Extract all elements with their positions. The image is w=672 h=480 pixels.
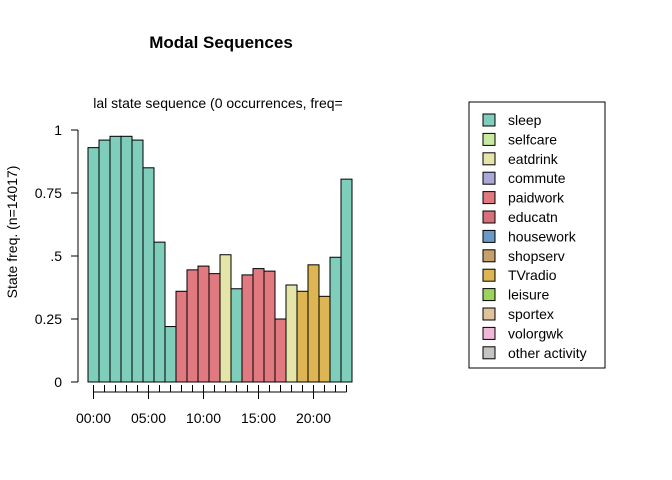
bar-8 (175, 290, 188, 383)
legend-label-10: sportex (508, 306, 554, 322)
bar-14 (241, 274, 254, 383)
legend-label-3: commute (508, 170, 566, 186)
legend-label-7: shopserv (508, 248, 565, 264)
bar-19 (296, 290, 309, 383)
bar-5 (142, 167, 155, 383)
legend-label-5: educatn (508, 209, 558, 225)
bar-7 (164, 326, 177, 383)
y-tick-label-2: .5 (50, 248, 62, 264)
bar-6 (153, 241, 166, 383)
x-tick-label-3: 15:00 (241, 410, 276, 426)
legend: sleep selfcare eatdrink commute paidwork educ… (468, 101, 606, 369)
x-tick-label-4: 20:00 (296, 410, 331, 426)
bar-9 (186, 269, 199, 383)
x-tick-label-0: 00:00 (76, 410, 111, 426)
bar-4 (131, 139, 144, 383)
bar-20 (307, 264, 320, 383)
bar-18 (285, 284, 298, 383)
y-axis: 0 0.25 .5 0.75 1 (35, 122, 79, 390)
y-tick-label-4: 1 (54, 122, 62, 138)
y-tick-label-3: 0.75 (35, 185, 62, 201)
chart-subtitle: lal state sequence (0 occurrences, freq= (93, 95, 342, 111)
x-tick-label-1: 05:00 (131, 410, 166, 426)
bar-15 (252, 268, 265, 383)
legend-swatch-4 (482, 191, 496, 205)
legend-swatch-2 (482, 152, 496, 166)
legend-swatch-9 (482, 288, 496, 302)
bar-22 (329, 256, 342, 383)
legend-swatch-11 (482, 326, 496, 340)
bar-3 (120, 135, 133, 383)
legend-label-2: eatdrink (508, 151, 559, 167)
legend-swatch-3 (482, 171, 496, 185)
legend-swatch-7 (482, 249, 496, 263)
legend-label-0: sleep (508, 112, 542, 128)
x-tick-label-2: 10:00 (186, 410, 221, 426)
legend-label-1: selfcare (508, 131, 557, 147)
legend-label-6: housework (508, 228, 577, 244)
legend-swatch-1 (482, 132, 496, 146)
bar-0 (87, 147, 100, 383)
y-tick-label-1: 0.25 (35, 311, 62, 327)
chart-title: Modal Sequences (149, 33, 293, 52)
bar-16 (263, 270, 276, 383)
legend-swatch-10 (482, 307, 496, 321)
legend-swatch-12 (482, 346, 496, 360)
legend-label-9: leisure (508, 287, 549, 303)
legend-swatch-0 (482, 113, 496, 127)
bar-21 (318, 295, 331, 383)
bar-10 (197, 265, 210, 383)
bars-group (87, 135, 353, 383)
legend-label-11: volorgwk (508, 325, 564, 341)
legend-label-8: TVradio (508, 267, 557, 283)
bar-12 (219, 254, 232, 383)
legend-swatch-6 (482, 229, 496, 243)
y-axis-label: State freq. (n=14017) (4, 166, 20, 299)
bar-1 (98, 139, 111, 383)
legend-swatch-5 (482, 210, 496, 224)
bar-13 (230, 288, 243, 383)
y-tick-label-0: 0 (54, 374, 62, 390)
legend-label-4: paidwork (508, 190, 565, 206)
x-axis: 00:00 05:00 10:00 15:00 20:00 (76, 385, 347, 426)
legend-label-12: other activity (508, 345, 587, 361)
bar-2 (109, 135, 122, 383)
legend-swatch-8 (482, 268, 496, 282)
bar-23 (340, 178, 353, 383)
bar-17 (274, 318, 287, 383)
bar-11 (208, 273, 221, 383)
